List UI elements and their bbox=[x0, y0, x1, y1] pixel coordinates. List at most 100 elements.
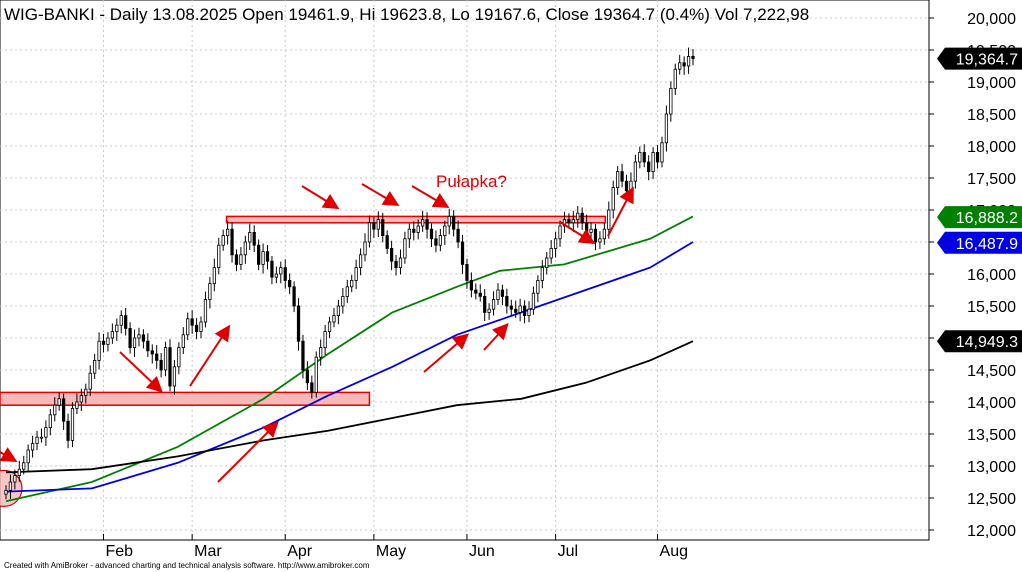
candle-body bbox=[203, 299, 208, 323]
candle bbox=[669, 81, 673, 122]
candle-body bbox=[447, 215, 451, 227]
candle bbox=[97, 332, 101, 370]
candle-body bbox=[199, 321, 203, 333]
candle bbox=[540, 260, 544, 289]
candle-body bbox=[97, 340, 101, 361]
candle bbox=[474, 283, 478, 300]
candle bbox=[93, 354, 97, 379]
y-tick-label: 18,000 bbox=[967, 139, 1016, 156]
candle bbox=[611, 180, 615, 219]
candle bbox=[443, 220, 447, 246]
value-badge-bg bbox=[937, 330, 1022, 353]
candle-body bbox=[66, 420, 70, 441]
candle bbox=[35, 430, 39, 451]
y-tick-label: 12,500 bbox=[967, 491, 1016, 508]
candle-body bbox=[305, 369, 310, 384]
candle bbox=[602, 223, 606, 245]
candle bbox=[279, 261, 283, 284]
candle-body bbox=[376, 219, 380, 230]
candle-body bbox=[678, 62, 682, 70]
candle-body bbox=[70, 407, 75, 441]
candle-body bbox=[137, 334, 141, 339]
candle-body bbox=[17, 468, 21, 477]
candle-body bbox=[496, 289, 500, 301]
candle bbox=[358, 248, 363, 276]
candle bbox=[398, 249, 403, 275]
candle-body bbox=[53, 404, 57, 416]
candle-body bbox=[620, 171, 624, 182]
candle bbox=[84, 383, 88, 404]
candle bbox=[110, 323, 114, 344]
candle-body bbox=[669, 88, 673, 115]
candle-body bbox=[522, 305, 527, 317]
candle bbox=[257, 239, 261, 271]
candle-body bbox=[518, 305, 522, 313]
candle bbox=[598, 231, 602, 250]
candle-body bbox=[261, 251, 265, 265]
annotation-arrow bbox=[607, 186, 634, 237]
candle-body bbox=[57, 398, 61, 406]
candle bbox=[514, 300, 518, 318]
candle bbox=[647, 155, 651, 181]
candle bbox=[509, 299, 513, 316]
candle bbox=[576, 205, 580, 228]
candle-body bbox=[536, 279, 540, 294]
candle-body bbox=[576, 212, 580, 220]
candle bbox=[452, 210, 456, 237]
candle-body bbox=[163, 347, 168, 371]
candle-body bbox=[571, 219, 575, 224]
candle-body bbox=[84, 388, 88, 397]
candle-body bbox=[602, 228, 606, 240]
candle bbox=[124, 307, 128, 336]
candle-body bbox=[146, 340, 150, 352]
candle bbox=[314, 351, 318, 398]
candle bbox=[367, 215, 372, 248]
x-tick-label: May bbox=[376, 543, 406, 560]
y-tick-label: 12,000 bbox=[967, 523, 1016, 540]
candle-body bbox=[336, 305, 341, 317]
annotation-arrow bbox=[361, 183, 400, 207]
candle bbox=[44, 420, 48, 446]
candle bbox=[168, 339, 172, 392]
candle bbox=[4, 485, 8, 500]
candle-body bbox=[248, 231, 252, 243]
candle bbox=[39, 428, 44, 443]
value-badge-label: 16,487.9 bbox=[956, 236, 1018, 253]
candle bbox=[199, 316, 203, 339]
candle bbox=[434, 230, 438, 253]
candle bbox=[288, 273, 292, 294]
candle-body bbox=[155, 353, 159, 361]
candle-body bbox=[4, 489, 8, 495]
candle-body bbox=[651, 151, 655, 172]
candle-body bbox=[132, 337, 137, 349]
candle-body bbox=[567, 219, 571, 224]
candle-body bbox=[660, 142, 664, 163]
resistance-zones bbox=[0, 215, 607, 507]
candle bbox=[305, 361, 310, 391]
candle bbox=[562, 211, 567, 233]
x-axis: Feb Mar Apr May Jun Jul Aug bbox=[103, 534, 688, 560]
candle bbox=[558, 220, 562, 247]
y-tick-label: 16,000 bbox=[967, 267, 1016, 284]
candle bbox=[75, 393, 79, 415]
value-badge: 16,487.9 bbox=[937, 231, 1022, 254]
candle bbox=[17, 460, 21, 482]
candle-body bbox=[327, 321, 332, 333]
candle-body bbox=[691, 56, 695, 60]
candle bbox=[137, 327, 141, 347]
candle-body bbox=[593, 228, 598, 243]
candle-body bbox=[106, 337, 110, 345]
candle-body bbox=[407, 228, 411, 240]
candle-body bbox=[487, 308, 491, 313]
candle-body bbox=[434, 238, 438, 246]
candle bbox=[53, 397, 57, 422]
candle-body bbox=[483, 295, 487, 313]
candle-body bbox=[460, 241, 465, 265]
candle bbox=[385, 230, 389, 255]
value-badge-label: 14,949.3 bbox=[956, 334, 1018, 351]
candle bbox=[225, 220, 230, 245]
candle bbox=[230, 222, 234, 263]
candle bbox=[682, 56, 686, 75]
candle-body bbox=[252, 231, 256, 246]
